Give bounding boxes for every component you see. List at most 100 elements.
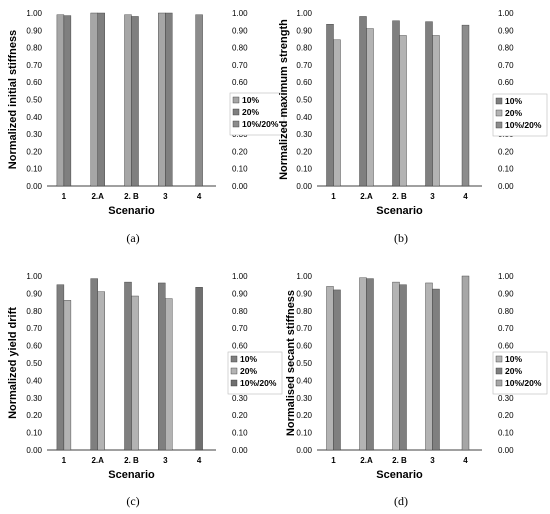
bar xyxy=(63,15,72,187)
y-tick-label-left: 0.80 xyxy=(296,44,312,53)
y-tick-label-right: 0.70 xyxy=(498,324,514,333)
bar xyxy=(432,288,440,451)
y-tick-label-right: 0.70 xyxy=(232,324,248,333)
bar xyxy=(158,282,166,451)
y-tick-label-right: 0.20 xyxy=(498,147,514,156)
y-tick-label-left: 0.10 xyxy=(26,429,42,438)
y-tick-label-right: 0.00 xyxy=(232,446,248,455)
y-tick-label-left: 0.60 xyxy=(296,342,312,351)
y-tick-label-left: 0.20 xyxy=(26,411,42,420)
y-tick-label-right: 0.60 xyxy=(498,78,514,87)
y-tick-label-left: 0.90 xyxy=(296,289,312,298)
y-tick-label-left: 1.00 xyxy=(296,9,312,18)
y-tick-label-left: 0.70 xyxy=(26,324,42,333)
y-tick-label-left: 0.40 xyxy=(296,376,312,385)
y-tick-label-left: 0.30 xyxy=(26,394,42,403)
y-tick-label-right: 0.10 xyxy=(232,429,248,438)
y-tick-label-left: 0.30 xyxy=(296,130,312,139)
bar xyxy=(195,287,203,451)
x-tick-label: 2. B xyxy=(124,192,139,201)
y-tick-label-left: 1.00 xyxy=(26,9,42,18)
legend-swatch xyxy=(232,120,240,128)
legend-swatch xyxy=(495,109,503,117)
y-tick-label-right: 0.00 xyxy=(498,182,514,191)
y-axis-title: Normalized yield drift xyxy=(7,307,19,419)
bar xyxy=(195,14,203,187)
x-tick-label: 3 xyxy=(163,192,168,201)
bar xyxy=(97,291,105,451)
y-axis-title: Normalised secant stiffness xyxy=(285,290,297,436)
y-tick-label-left: 0.10 xyxy=(296,429,312,438)
legend-swatch xyxy=(232,108,240,116)
x-tick-label: 3 xyxy=(163,456,168,465)
x-tick-label: 2.A xyxy=(360,456,373,465)
y-tick-label-left: 0.20 xyxy=(26,147,42,156)
y-tick-label-right: 0.30 xyxy=(232,394,248,403)
y-tick-label-right: 0.10 xyxy=(498,165,514,174)
bar xyxy=(124,281,132,451)
legend-label: 20% xyxy=(240,366,257,376)
y-tick-label-left: 0.60 xyxy=(26,78,42,87)
bar xyxy=(56,14,65,187)
bar xyxy=(399,284,407,451)
bar xyxy=(359,16,367,187)
legend-label: 20% xyxy=(505,366,522,376)
x-tick-label: 4 xyxy=(197,456,202,465)
legend-swatch xyxy=(230,379,238,387)
legend-label: 10%/20% xyxy=(505,120,542,130)
y-tick-label-left: 0.50 xyxy=(296,96,312,105)
y-tick-label-left: 0.40 xyxy=(26,376,42,385)
y-axis-title: Normalized maximum strength xyxy=(278,19,290,180)
x-tick-label: 3 xyxy=(430,192,435,201)
panel-caption: (c) xyxy=(126,494,139,508)
x-tick-label: 2. B xyxy=(392,456,407,465)
y-tick-label-left: 0.30 xyxy=(26,130,42,139)
x-tick-label: 2. B xyxy=(392,192,407,201)
y-tick-label-right: 1.00 xyxy=(498,272,514,281)
bar xyxy=(333,289,341,451)
x-axis-title: Scenario xyxy=(108,469,155,481)
bar xyxy=(399,35,407,187)
y-tick-label-left: 0.90 xyxy=(26,26,42,35)
y-tick-label-right: 0.20 xyxy=(498,411,514,420)
bar xyxy=(158,12,166,187)
bar xyxy=(326,24,334,187)
x-axis-title: Scenario xyxy=(376,205,423,217)
y-tick-label-left: 0.00 xyxy=(26,446,42,455)
y-tick-label-left: 0.60 xyxy=(26,342,42,351)
legend-swatch xyxy=(495,379,503,387)
x-tick-label: 4 xyxy=(197,192,202,201)
y-tick-label-left: 0.90 xyxy=(296,26,312,35)
legend-swatch xyxy=(232,96,240,104)
legend-label: 10% xyxy=(505,96,522,106)
y-tick-label-right: 1.00 xyxy=(498,9,514,18)
legend: 10% 20% 10%/20% xyxy=(492,93,548,137)
panel-caption: (b) xyxy=(394,231,408,245)
legend-label: 10%/20% xyxy=(240,378,277,388)
x-axis-title: Scenario xyxy=(376,469,423,481)
y-tick-label-left: 0.80 xyxy=(26,307,42,316)
legend-label: 10%/20% xyxy=(505,378,542,388)
y-tick-label-right: 1.00 xyxy=(232,9,248,18)
y-tick-label-left: 0.00 xyxy=(296,446,312,455)
bar xyxy=(366,278,374,451)
y-tick-label-right: 0.00 xyxy=(232,182,248,191)
legend: 10% 20% 10%/20% xyxy=(492,351,548,395)
x-tick-label: 2.A xyxy=(91,456,104,465)
bar xyxy=(90,12,98,187)
x-tick-label: 1 xyxy=(62,192,67,201)
x-tick-label: 1 xyxy=(331,192,336,201)
bar xyxy=(165,298,173,451)
y-tick-label-left: 1.00 xyxy=(296,272,312,281)
y-tick-label-right: 0.60 xyxy=(232,342,248,351)
y-tick-label-left: 0.30 xyxy=(296,394,312,403)
legend-label: 10%/20% xyxy=(242,119,279,129)
y-tick-label-right: 0.60 xyxy=(232,78,248,87)
legend-swatch xyxy=(230,355,238,363)
x-tick-label: 2. B xyxy=(124,456,139,465)
legend-label: 20% xyxy=(505,108,522,118)
y-tick-label-left: 1.00 xyxy=(26,272,42,281)
bar xyxy=(124,14,132,187)
y-tick-label-right: 0.90 xyxy=(232,26,248,35)
x-tick-label: 2.A xyxy=(91,192,104,201)
